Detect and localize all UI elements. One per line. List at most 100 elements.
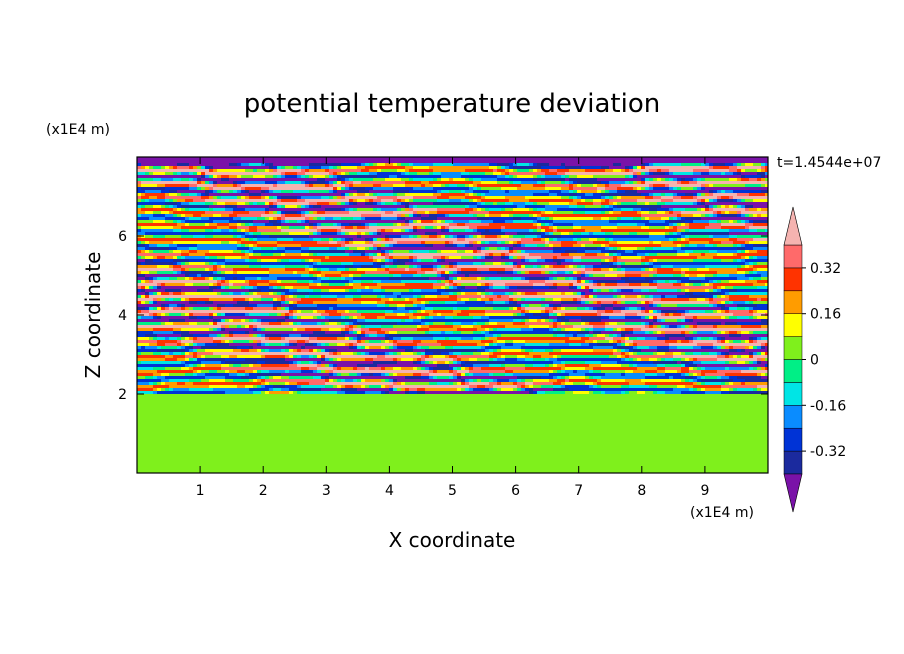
contour-cell xyxy=(593,196,598,200)
contour-cell xyxy=(317,205,322,209)
contour-cell xyxy=(157,217,162,221)
contour-cell xyxy=(557,187,562,191)
contour-cell xyxy=(649,238,654,242)
contour-cell xyxy=(289,199,294,203)
contour-cell xyxy=(565,226,570,230)
contour-cell xyxy=(273,199,278,203)
contour-cell xyxy=(345,166,350,170)
contour-cell xyxy=(541,214,546,218)
contour-cell xyxy=(757,157,762,161)
contour-cell xyxy=(149,217,154,221)
contour-cell xyxy=(589,229,594,233)
contour-cell xyxy=(245,205,250,209)
contour-cell xyxy=(269,181,274,185)
contour-cell xyxy=(269,187,274,191)
contour-cell xyxy=(413,157,418,161)
contour-cell xyxy=(633,184,638,188)
contour-cell xyxy=(345,175,350,179)
contour-cell xyxy=(621,184,626,188)
contour-cell xyxy=(369,193,374,197)
contour-cell xyxy=(185,157,190,161)
contour-cell xyxy=(397,184,402,188)
contour-cell xyxy=(541,223,546,227)
contour-cell xyxy=(245,220,250,224)
contour-cell xyxy=(369,187,374,191)
contour-cell xyxy=(161,244,166,248)
contour-cell xyxy=(525,217,530,221)
contour-cell xyxy=(393,214,398,218)
contour-cell xyxy=(245,226,250,230)
contour-cell xyxy=(585,163,590,167)
contour-cell xyxy=(457,214,462,218)
contour-cell xyxy=(249,175,254,179)
contour-cell xyxy=(245,235,250,239)
contour-cell xyxy=(197,211,202,215)
contour-cell xyxy=(753,214,758,218)
contour-cell xyxy=(321,190,326,194)
contour-cell xyxy=(765,220,768,224)
contour-cell xyxy=(281,172,286,176)
contour-cell xyxy=(445,211,450,215)
contour-cell xyxy=(241,157,246,161)
contour-cell xyxy=(505,220,510,224)
contour-cell xyxy=(325,178,330,182)
contour-cell xyxy=(661,247,666,251)
contour-cell xyxy=(689,178,694,182)
contour-cell xyxy=(257,217,262,221)
contour-cell xyxy=(609,181,614,185)
contour-cell xyxy=(477,163,482,167)
contour-cell xyxy=(421,202,426,206)
contour-cell xyxy=(717,229,722,233)
contour-cell xyxy=(197,175,202,179)
contour-cell xyxy=(265,166,270,170)
contour-cell xyxy=(713,169,718,173)
contour-cell xyxy=(713,229,718,233)
contour-cell xyxy=(673,199,678,203)
contour-cell xyxy=(693,178,698,182)
contour-cell xyxy=(581,226,586,230)
contour-cell xyxy=(477,175,482,179)
contour-cell xyxy=(717,163,722,167)
contour-cell xyxy=(409,181,414,185)
contour-cell xyxy=(461,244,466,248)
contour-cell xyxy=(505,157,510,161)
contour-cell xyxy=(681,172,686,176)
contour-cell xyxy=(197,181,202,185)
contour-cell xyxy=(609,208,614,212)
contour-cell xyxy=(601,190,606,194)
contour-cell xyxy=(697,229,702,233)
contour-cell xyxy=(585,157,590,161)
contour-cell xyxy=(181,238,186,242)
contour-cell xyxy=(721,244,726,248)
contour-cell xyxy=(161,223,166,227)
contour-cell xyxy=(413,190,418,194)
contour-cell xyxy=(737,178,742,182)
contour-cell xyxy=(233,190,238,194)
contour-cell xyxy=(529,205,534,209)
contour-cell xyxy=(621,166,626,170)
contour-cell xyxy=(649,241,654,245)
contour-cell xyxy=(749,217,754,221)
contour-cell xyxy=(673,208,678,212)
contour-cell xyxy=(453,163,458,167)
contour-cell xyxy=(697,244,702,248)
contour-cell xyxy=(373,241,378,245)
contour-cell xyxy=(473,238,478,242)
contour-cell xyxy=(589,187,594,191)
contour-cell xyxy=(177,166,182,170)
contour-cell xyxy=(697,181,702,185)
contour-cell xyxy=(265,235,270,239)
contour-cell xyxy=(145,229,150,233)
contour-cell xyxy=(405,172,410,176)
contour-cell xyxy=(509,166,514,170)
contour-cell xyxy=(413,178,418,182)
contour-cell xyxy=(525,244,530,248)
contour-cell xyxy=(589,160,594,164)
contour-cell xyxy=(725,235,730,239)
contour-cell xyxy=(349,175,354,179)
contour-cell xyxy=(597,208,602,212)
contour-cell xyxy=(477,211,482,215)
contour-cell xyxy=(565,172,570,176)
contour-cell xyxy=(341,247,346,251)
contour-cell xyxy=(425,175,430,179)
